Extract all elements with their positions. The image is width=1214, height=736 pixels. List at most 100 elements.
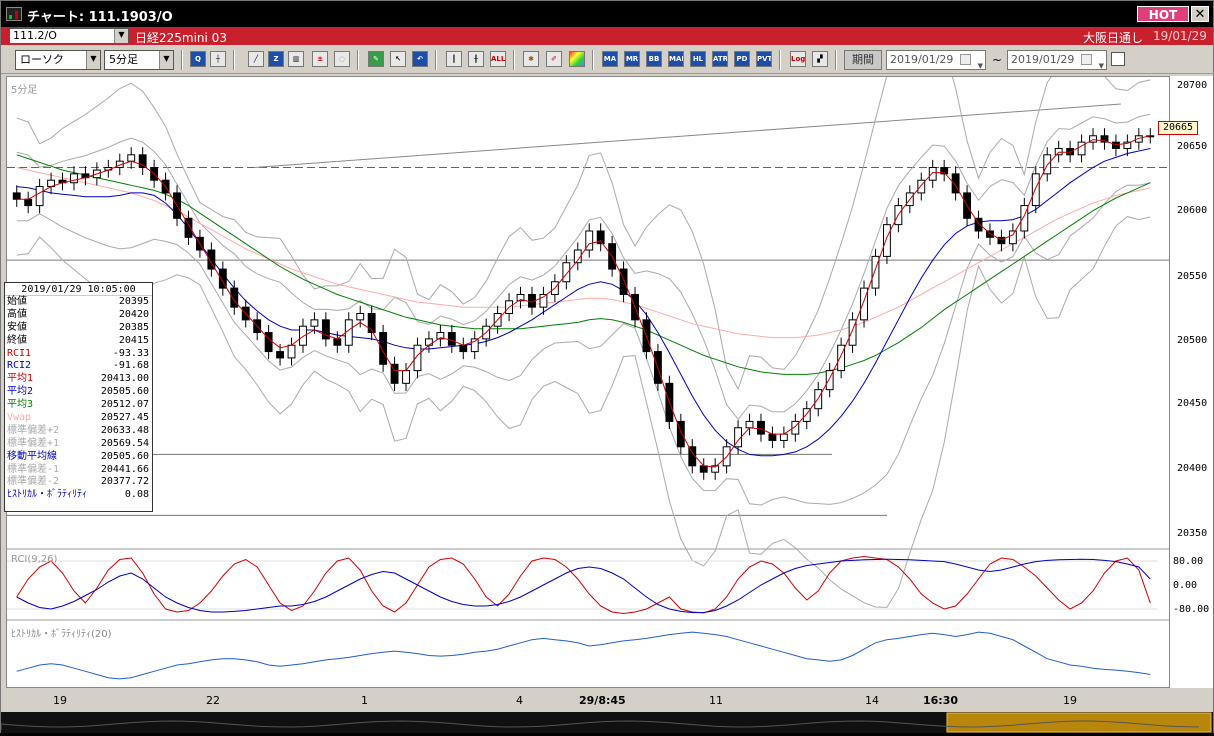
rci-tick: 80.00: [1173, 556, 1204, 567]
rci-tick: -80.00: [1173, 604, 1210, 615]
symbol-name: 日経225mini 03: [135, 31, 227, 45]
candle-body: [768, 433, 777, 441]
time-label: 16:30: [923, 694, 959, 707]
date-to-field[interactable]: 2019/01/29 ▼: [1007, 50, 1107, 70]
pvt-button[interactable]: PVT: [756, 51, 772, 67]
info-row: 高値 20420: [5, 309, 152, 322]
hl-button[interactable]: HL: [690, 51, 706, 67]
time-axis: 19 22 1 4 29/8:45 11 14 16:30 19: [1, 691, 1213, 711]
hot-button[interactable]: HOT: [1137, 6, 1189, 22]
candle-body: [573, 249, 582, 264]
period-button[interactable]: 期間: [844, 50, 882, 70]
time-label: 19: [1063, 694, 1077, 707]
candle-body: [837, 344, 846, 372]
chart-type-value: ローソク: [20, 53, 64, 66]
candle-body: [35, 186, 44, 207]
candle-body: [779, 433, 788, 441]
rci1-line: [16, 555, 1151, 615]
date-from-field[interactable]: 2019/01/29 ▼: [886, 50, 986, 70]
price-scale[interactable]: [1169, 76, 1213, 688]
search-icon[interactable]: Q: [190, 51, 206, 67]
info-value: 20395: [118, 296, 149, 307]
info-row: 標準偏差+1 20569.54: [5, 438, 152, 451]
cursor-icon[interactable]: ↖: [390, 51, 406, 67]
symbol-select[interactable]: 111.2/O ▼: [9, 28, 129, 44]
candle-body: [276, 351, 285, 359]
pd-button[interactable]: PD: [734, 51, 750, 67]
navigator-svg[interactable]: [0, 712, 1213, 733]
bar-icon[interactable]: ╂: [468, 51, 484, 67]
settings-icon[interactable]: ✱: [523, 51, 539, 67]
candle-body: [711, 465, 720, 473]
title-bar[interactable]: チャート: 111.1903/O HOT ✕: [1, 1, 1213, 27]
info-rows: 始値 20395 高値 20420 安値 20385 終値 20415 RCI1 -93.33 RC…: [5, 296, 152, 502]
mae-button[interactable]: MAE: [668, 51, 684, 67]
date-label: 19/01/29: [1153, 29, 1207, 43]
chart-svg[interactable]: [7, 77, 1173, 687]
navigator-window[interactable]: [946, 712, 1212, 733]
back-icon[interactable]: ↶: [412, 51, 428, 67]
info-value: 0.08: [124, 489, 149, 501]
chart-icon[interactable]: ▥: [288, 51, 304, 67]
price-tick: 20650: [1177, 141, 1208, 152]
multi-icon[interactable]: ▞: [812, 51, 828, 67]
trade-icon[interactable]: ±: [312, 51, 328, 67]
close-icon[interactable]: ✕: [1191, 6, 1209, 22]
chart-type-select[interactable]: ローソク ▼: [15, 50, 101, 70]
candle-body: [848, 319, 857, 346]
candle-body: [310, 319, 319, 327]
candle-body: [321, 319, 330, 340]
zoom-icon[interactable]: Z: [268, 51, 284, 67]
candle-body: [1123, 141, 1132, 149]
info-label: 標準偏差-1: [7, 463, 60, 475]
candle-body: [218, 268, 227, 289]
info-value: 20415: [118, 334, 149, 346]
candle-body: [539, 293, 548, 308]
candle-icon[interactable]: ┃: [446, 51, 462, 67]
log-button[interactable]: Log: [790, 51, 806, 67]
chevron-down-icon[interactable]: ▼: [159, 51, 173, 69]
info-label: 標準偏差+2: [7, 424, 60, 436]
color-icon[interactable]: ✐: [546, 51, 562, 67]
candle-body: [585, 230, 594, 251]
candle-body: [516, 293, 525, 302]
ohlc-info-box: 2019/01/29 10:05:00 始値 20395 高値 20420 安値 2038…: [4, 282, 153, 512]
candle-body: [367, 313, 376, 334]
palette-icon[interactable]: [569, 51, 585, 67]
candle-body: [1077, 141, 1086, 156]
navigator-bar[interactable]: [0, 712, 1213, 733]
hv-line: [16, 631, 1151, 680]
ma-button[interactable]: MA: [602, 51, 618, 67]
candle-body: [379, 332, 388, 365]
chevron-down-icon[interactable]: ▼: [977, 62, 983, 70]
info-value: 20527.45: [100, 412, 149, 424]
bb-button[interactable]: BB: [646, 51, 662, 67]
info-value: 20441.66: [100, 463, 149, 475]
atr-button[interactable]: ATR: [712, 51, 728, 67]
bollinger-band: [16, 113, 1151, 420]
chevron-down-icon[interactable]: ▼: [114, 29, 128, 43]
all-button[interactable]: ALL: [490, 51, 506, 67]
chart-area[interactable]: [6, 76, 1174, 688]
candle-body: [1111, 141, 1120, 149]
chevron-down-icon[interactable]: ▼: [1098, 62, 1104, 70]
draw-icon[interactable]: ✎: [368, 51, 384, 67]
line-icon[interactable]: ╱: [248, 51, 264, 67]
info-label: 標準偏差-2: [7, 476, 60, 488]
chevron-down-icon[interactable]: ▼: [86, 51, 100, 69]
candle-body: [699, 465, 708, 473]
timeframe-select[interactable]: 5分足 ▼: [104, 50, 174, 70]
candle-body: [1134, 135, 1143, 143]
off-icon[interactable]: ◌: [334, 51, 350, 67]
mr-button[interactable]: MR: [624, 51, 640, 67]
info-value: 20512.07: [100, 399, 149, 411]
calendar-icon[interactable]: [960, 54, 971, 65]
crosshair-icon[interactable]: ┼: [210, 51, 226, 67]
period-checkbox[interactable]: [1111, 52, 1125, 66]
candle-body: [1100, 135, 1109, 143]
calendar-icon[interactable]: [1081, 54, 1092, 65]
toolbar-separator: [835, 50, 837, 70]
info-value: 20633.48: [100, 424, 149, 436]
toolbar-separator: [513, 50, 515, 70]
